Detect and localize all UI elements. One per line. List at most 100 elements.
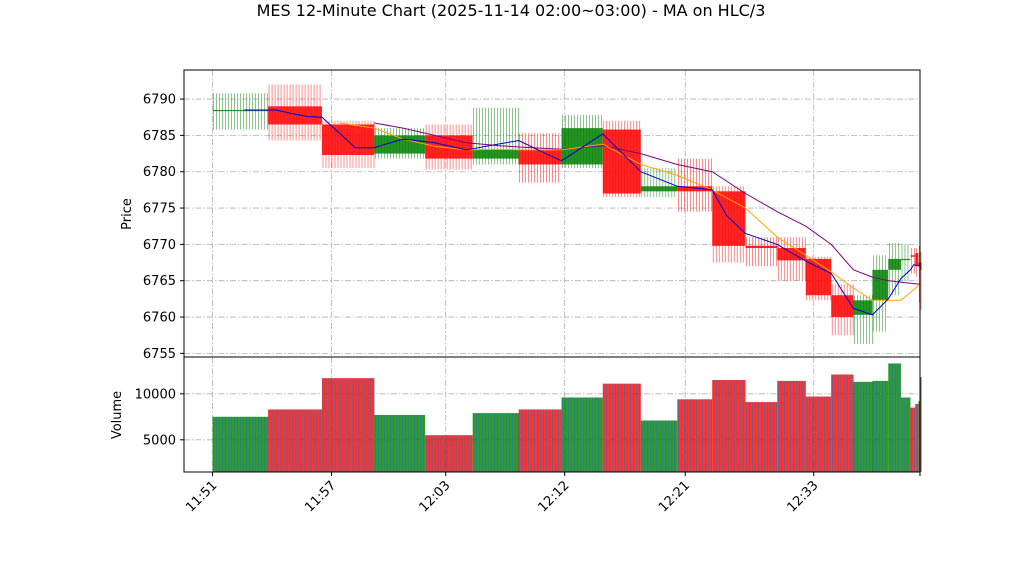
candle bbox=[425, 124, 473, 170]
volume-bar bbox=[805, 396, 832, 472]
candle-body bbox=[268, 106, 322, 125]
candle-body bbox=[472, 149, 519, 159]
candle bbox=[831, 284, 854, 336]
candle bbox=[561, 115, 603, 169]
candle bbox=[915, 248, 919, 278]
volume-bar-fill bbox=[472, 413, 519, 472]
ma-slow-line bbox=[374, 122, 921, 285]
volume-bar bbox=[677, 399, 713, 472]
volume-bar-fill bbox=[677, 399, 713, 472]
volume-bar bbox=[915, 403, 919, 472]
candle bbox=[472, 107, 519, 165]
volume-y-ticks: 5000 10000 bbox=[135, 387, 184, 448]
volume-bar bbox=[910, 407, 916, 472]
candle-body bbox=[640, 186, 678, 192]
volume-bars bbox=[212, 363, 922, 472]
volume-bar-fill bbox=[268, 409, 322, 472]
candle-body bbox=[888, 258, 901, 270]
price-ytick-label: 6775 bbox=[143, 202, 176, 217]
volume-bar bbox=[602, 383, 641, 472]
price-ytick-label: 6790 bbox=[143, 93, 176, 108]
volume-bar-fill bbox=[640, 420, 678, 472]
candle bbox=[212, 93, 269, 130]
moving-averages bbox=[244, 109, 921, 316]
volume-panel: 5000 10000 Volume bbox=[110, 356, 922, 473]
volume-bar bbox=[900, 397, 911, 472]
x-tick-label: 12:03 bbox=[416, 478, 453, 515]
x-tick-label: 12:12 bbox=[535, 478, 572, 515]
candle bbox=[920, 251, 922, 310]
x-axis: 11:51 11:57 12:03 12:12 12:21 12:33 bbox=[183, 472, 921, 515]
volume-bar-fill bbox=[853, 381, 873, 472]
price-ytick-label: 6785 bbox=[143, 129, 176, 144]
volume-bar-fill bbox=[561, 397, 603, 472]
volume-bar bbox=[745, 402, 778, 472]
price-axis-label: Price bbox=[120, 198, 135, 230]
candle bbox=[640, 168, 678, 198]
volume-bar bbox=[853, 381, 873, 472]
candle bbox=[900, 244, 911, 281]
volume-bar bbox=[472, 413, 519, 472]
volume-ytick-label: 5000 bbox=[143, 433, 176, 448]
volume-bar-fill bbox=[777, 380, 806, 472]
candle-body bbox=[322, 124, 375, 156]
candle bbox=[805, 256, 832, 301]
candle-body bbox=[918, 262, 920, 267]
candle-body bbox=[831, 295, 854, 318]
volume-bar bbox=[920, 377, 922, 472]
volume-bar bbox=[561, 397, 603, 472]
candle bbox=[712, 186, 746, 263]
price-ytick-label: 6760 bbox=[143, 311, 176, 326]
candle-body bbox=[872, 269, 889, 301]
volume-bar bbox=[374, 414, 426, 472]
volume-bar-fill bbox=[900, 397, 911, 472]
candle-body bbox=[910, 255, 916, 257]
volume-bar bbox=[831, 374, 854, 472]
candle bbox=[910, 248, 916, 274]
volume-bar bbox=[518, 409, 562, 472]
chart-title: MES 12-Minute Chart (2025-11-14 02:00~03… bbox=[257, 1, 766, 20]
price-candles bbox=[212, 84, 922, 344]
price-y-ticks: 6755 6760 6765 6770 6775 6780 6785 6790 bbox=[143, 93, 184, 362]
volume-bar bbox=[777, 380, 806, 472]
candle bbox=[918, 245, 920, 303]
candle-body bbox=[915, 253, 919, 267]
volume-bar bbox=[888, 363, 901, 472]
volume-axis-label: Volume bbox=[110, 391, 125, 439]
volume-bar bbox=[872, 380, 889, 472]
volume-bar bbox=[640, 420, 678, 472]
price-ytick-label: 6755 bbox=[143, 347, 176, 362]
candle-body bbox=[518, 149, 562, 165]
candle bbox=[268, 84, 322, 141]
x-tick-label: 12:21 bbox=[656, 478, 693, 515]
candle bbox=[322, 120, 375, 169]
price-grid bbox=[184, 70, 921, 357]
volume-bar-fill bbox=[712, 380, 746, 472]
price-panel: 6755 6760 6765 6770 6775 6780 6785 6790 Price bbox=[120, 69, 922, 362]
volume-bar-fill bbox=[910, 407, 916, 472]
volume-bar-fill bbox=[831, 374, 854, 472]
volume-axes-frame bbox=[183, 356, 921, 473]
volume-bar-fill bbox=[425, 435, 473, 472]
candle-body bbox=[745, 245, 778, 249]
candle bbox=[745, 237, 778, 267]
x-tick-label: 11:51 bbox=[183, 478, 220, 515]
volume-bar-fill bbox=[518, 409, 562, 472]
candle-body bbox=[900, 258, 911, 261]
volume-bar bbox=[918, 401, 920, 472]
volume-bar bbox=[425, 435, 473, 472]
price-ytick-label: 6770 bbox=[143, 238, 176, 253]
volume-bar bbox=[322, 378, 375, 472]
x-tick-label: 11:57 bbox=[302, 478, 339, 515]
volume-bar bbox=[712, 380, 746, 472]
candle-body bbox=[805, 258, 832, 296]
volume-bar bbox=[268, 409, 322, 472]
volume-bar-fill bbox=[322, 378, 375, 472]
candle bbox=[888, 242, 901, 296]
volume-bar-fill bbox=[915, 403, 919, 472]
price-ytick-label: 6780 bbox=[143, 165, 176, 180]
candle bbox=[853, 295, 873, 344]
candle-body bbox=[677, 186, 713, 192]
volume-bar-fill bbox=[374, 414, 426, 472]
volume-ytick-label: 10000 bbox=[135, 387, 176, 402]
